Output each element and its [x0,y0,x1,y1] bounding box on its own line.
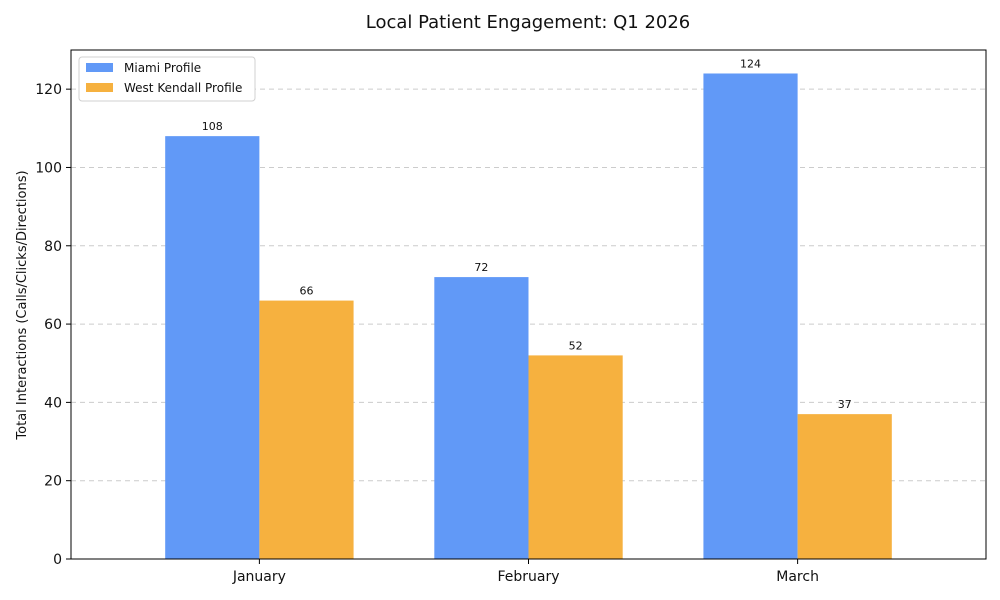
bar-march-series-2 [797,414,892,559]
data-label: 124 [740,57,761,70]
y-axis-label: Total Interactions (Calls/Clicks/Directi… [15,170,30,440]
chart-title: Local Patient Engagement: Q1 2026 [366,12,691,33]
legend-swatch [86,63,113,72]
legend-label: West Kendall Profile [124,81,242,95]
data-label: 37 [838,398,852,411]
y-tick-label: 40 [44,395,62,411]
bar-february-series-1 [434,277,529,559]
y-tick-label: 60 [44,317,62,333]
legend: Miami Profile West Kendall Profile [78,56,256,102]
x-tick-label: February [497,569,559,585]
bars [165,73,892,559]
y-tick-label: 80 [44,239,62,255]
bar-january-series-2 [259,300,354,559]
legend-box [78,56,256,102]
bar-march-series-1 [703,73,798,559]
data-labels: 108 66 72 52 124 37 [202,57,852,411]
y-tick-label: 0 [53,552,62,568]
x-tick-label: March [776,569,819,585]
x-axis: January February March [232,559,819,585]
bar-february-series-2 [528,355,623,559]
legend-swatch [86,83,113,92]
y-tick-label: 120 [35,82,62,98]
legend-label: Miami Profile [124,61,201,75]
x-tick-label: January [232,569,286,585]
data-label: 108 [202,120,223,133]
y-tick-label: 20 [44,474,62,490]
y-axis: 0 20 40 60 80 100 120 [35,82,71,568]
y-tick-label: 100 [35,160,62,176]
data-label: 72 [474,261,488,274]
data-label: 52 [569,339,583,352]
data-label: 66 [299,285,313,298]
bar-january-series-1 [165,136,260,559]
